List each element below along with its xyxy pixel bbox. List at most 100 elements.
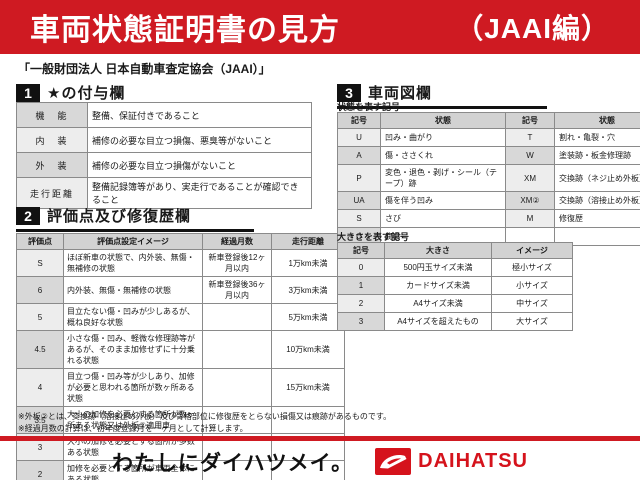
size-cell: カードサイズ未満 (384, 276, 492, 295)
size-symbols-table: 記号 大きさ イメージ 0 500円玉サイズ未満 極小サイズ 1 カードサイズ未… (337, 242, 573, 331)
grade-cell: 5 (16, 303, 64, 331)
table-row: 5 目立たない傷・凹みが少しあるが、概ね良好な状態 5万km未満 (16, 303, 345, 331)
image-cell: 大小の加修を必要とする箇所が数ヶ所ある状態又は外板②適用車 (63, 406, 203, 434)
table-row: U 凹み・曲がり T 割れ・亀裂・穴 (337, 128, 640, 147)
image-cell: 目立たない傷・凹みが少しあるが、概ね良好な状態 (63, 303, 203, 331)
image-cell: 小さな傷・凹み、軽微な修理跡等があるが、そのまま加修せずに十分乗れる状態 (63, 330, 203, 369)
grade-cell: S (16, 249, 64, 277)
symbol-cell: W (505, 146, 555, 165)
size-cell: A4サイズを超えたもの (384, 312, 492, 331)
months-cell: 新車登録後36ヶ月以内 (202, 276, 272, 304)
col-header: 経過月数 (202, 233, 272, 250)
mileage-cell: 15万km未満 (271, 368, 345, 407)
footer-divider (0, 436, 640, 441)
criteria-label: 外 装 (16, 152, 88, 178)
state-cell: 変色・退色・剥げ・シール（テープ）跡 (380, 164, 506, 192)
symbol-cell: T (505, 128, 555, 147)
symbol-cell: 3 (337, 312, 385, 331)
mileage-cell: 10万km未満 (271, 330, 345, 369)
symbol-cell: 1 (337, 276, 385, 295)
state-cell: 交換跡（ネジ止め外板） (554, 164, 640, 192)
table-row: A 傷・ささくれ W 塗装跡・板金修理跡 (337, 146, 640, 165)
col-header: 走行距離 (271, 233, 345, 250)
mileage-cell: 3万km未満 (271, 276, 345, 304)
symbol-cell: A (337, 146, 381, 165)
condition-symbols-subtitle: 状態を表す記号 (337, 102, 401, 112)
table-row: 外 装 補修の必要な目立つ損傷がないこと (16, 152, 312, 178)
col-header: 大きさ (384, 242, 492, 259)
daihatsu-slogan: わたしにダイハツメイ。 (111, 451, 354, 475)
state-cell: 割れ・亀裂・穴 (554, 128, 640, 147)
size-cell: 500円玉サイズ未満 (384, 258, 492, 277)
image-cell: 内外装、無傷・無補修の状態 (63, 276, 203, 304)
page-footer: わたしにダイハツメイ。 DAIHATSU (0, 443, 640, 480)
col-header: 状態 (554, 112, 640, 129)
symbol-cell: XM (505, 164, 555, 192)
table-row: 0 500円玉サイズ未満 極小サイズ (337, 258, 573, 277)
months-cell: 新車登録後12ヶ月以内 (202, 249, 272, 277)
mileage-cell (271, 406, 345, 434)
col-header: 記号 (505, 112, 555, 129)
footnote: ※経過月数の計算は、初年度登録月を一ヶ月として計算します。 (18, 424, 248, 434)
state-cell: 塗装跡・板金修理跡 (554, 146, 640, 165)
criteria-desc: 整備記録簿等があり、実走行であることが確認できること (87, 177, 312, 209)
table-row: 走行距離 整備記録簿等があり、実走行であることが確認できること (16, 177, 312, 209)
symbol-cell: P (337, 164, 381, 192)
grade-cell: 4.5 (16, 330, 64, 369)
size-symbols-subtitle: 大きさを表す記号 (337, 232, 410, 242)
section2-heading: 2 評価点及び修復歴欄 (16, 205, 254, 232)
state-cell: 傷を伴う凹み (380, 191, 506, 210)
table-header-row: 評価点 評価点設定イメージ 経過月数 走行距離 (16, 233, 345, 250)
col-header: 記号 (337, 242, 385, 259)
table-row: C 腐食 (337, 227, 640, 246)
criteria-desc: 整備、保証付きであること (87, 102, 312, 128)
footnote: ※外板②とは、交換跡（溶接止め外板）及び骨格部位に修復歴をとらない損傷又は痕跡が… (18, 412, 392, 421)
criteria-label: 走行距離 (16, 177, 88, 209)
daihatsu-logo-icon (375, 448, 412, 475)
mileage-cell: 5万km未満 (271, 303, 345, 331)
table-row: 機 能 整備、保証付きであること (16, 102, 312, 128)
condition-symbols-table: 記号 状態 記号 状態 U 凹み・曲がり T 割れ・亀裂・穴 A 傷・ささくれ … (337, 112, 640, 246)
symbol-cell: UA (337, 191, 381, 210)
grade-cell: 6 (16, 276, 64, 304)
symbol-cell: U (337, 128, 381, 147)
table-row: S さび M 修復歴 (337, 209, 640, 228)
table-row: S ほぼ新車の状態で、内外装、無傷・無補修の状態 新車登録後12ヶ月以内 1万k… (16, 249, 345, 277)
section1-number-badge: 1 (16, 83, 40, 102)
table-row: UA 傷を伴う凹み XM② 交換跡（溶接止め外板） (337, 191, 640, 210)
criteria-label: 内 装 (16, 127, 88, 153)
state-cell: さび (380, 209, 506, 228)
page-title: 車両状態証明書の見方 (30, 14, 340, 47)
table-row: 2 A4サイズ未満 中サイズ (337, 294, 573, 313)
symbol-cell: M (505, 209, 555, 228)
col-header: イメージ (491, 242, 573, 259)
state-cell: 凹み・曲がり (380, 128, 506, 147)
months-cell (202, 330, 272, 369)
table-row: 6 内外装、無傷・無補修の状態 新車登録後36ヶ月以内 3万km未満 (16, 276, 345, 304)
state-cell: 交換跡（溶接止め外板） (554, 191, 640, 210)
col-header: 記号 (337, 112, 381, 129)
image-cell: 目立つ傷・凹み等が少しあり、加修が必要と思われる箇所が数ヶ所ある状態 (63, 368, 203, 407)
table-row: 1 カードサイズ未満 小サイズ (337, 276, 573, 295)
image-cell: 大サイズ (491, 312, 573, 331)
image-cell: 中サイズ (491, 294, 573, 313)
table-row: 内 装 補修の必要な目立つ損傷、悪臭等がないこと (16, 127, 312, 153)
section2-number-badge: 2 (16, 206, 40, 225)
col-header: 評価点設定イメージ (63, 233, 203, 250)
section1-title: ★の付与欄 (47, 85, 126, 102)
page-header: 車両状態証明書の見方 （JAAI編） (0, 0, 640, 54)
page-edition: （JAAI編） (455, 13, 610, 44)
footnotes: ※外板②とは、交換跡（溶接止め外板）及び骨格部位に修復歴をとらない損傷又は痕跡が… (18, 411, 391, 436)
org-name: 「一般財団法人 日本自動車査定協会（JAAI）」 (18, 62, 271, 76)
table-row: 2 加修を必要とする箇所が車両全体にある状態 (16, 460, 345, 480)
table-header-row: 記号 大きさ イメージ (337, 242, 573, 259)
daihatsu-brand: DAIHATSU (375, 448, 528, 475)
state-cell: 傷・ささくれ (380, 146, 506, 165)
state-cell (554, 227, 640, 246)
grade-cell: 2 (16, 460, 64, 480)
section3-title: 車両図欄 (368, 85, 433, 102)
symbol-cell: 2 (337, 294, 385, 313)
image-cell: 小サイズ (491, 276, 573, 295)
size-cell: A4サイズ未満 (384, 294, 492, 313)
